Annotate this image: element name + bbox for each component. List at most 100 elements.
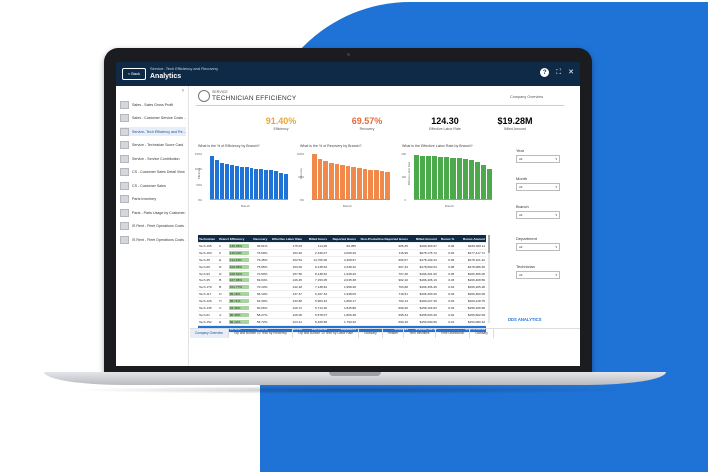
table-cell: 690,16 (398, 319, 408, 324)
table-cell: $155,602.09 (467, 312, 486, 317)
chart-bar[interactable] (420, 155, 426, 199)
sidebar-item[interactable]: Parts Inventory (120, 195, 186, 204)
sidebar-item[interactable]: Sales - Sales Gross Profit (120, 100, 186, 109)
expand-icon[interactable]: ⛶ (556, 69, 562, 76)
report-tab[interactable]: Glossary (470, 329, 494, 338)
report-tab[interactable]: Header (383, 329, 405, 338)
sidebar-item[interactable]: IS Rent - Fleet Operations Costs ... (120, 235, 186, 244)
chart-bar[interactable] (264, 169, 269, 199)
sidebar-item[interactable]: IS Rent - Fleet Operations Costs ... (120, 222, 186, 231)
table-row[interactable]: Tech 179 B 101.77% 70.10% 142.18 7,138.62 1,95… (198, 284, 486, 292)
chart-bar[interactable] (345, 165, 351, 199)
chart-bar[interactable] (432, 156, 438, 199)
chart-bar[interactable] (328, 163, 334, 199)
kpi-value: 124.30 (431, 116, 459, 126)
brand-link[interactable]: DDS ANALYTICS (508, 317, 542, 322)
chart-bar[interactable] (468, 159, 474, 199)
chart-bar[interactable] (368, 169, 374, 199)
table-row[interactable]: Tech 66 R 109.95% 75.95% 163.00 8,138.52 2,348… (198, 264, 486, 271)
table-cell: $166,366.06 (467, 271, 486, 276)
y-tick-label: 100% (194, 167, 202, 172)
month-select[interactable]: All (516, 183, 560, 191)
sidebar-item[interactable]: Service - Technician Score Card (120, 141, 186, 150)
kpi-label: Efficiency (273, 127, 289, 131)
report-tab[interactable]: Glossary (359, 329, 383, 338)
sidebar-item[interactable]: Service- Tech Efficiency and Re... (120, 127, 186, 136)
table-row[interactable]: Tech 135 C 93.36% 60.06% 129.72 5,713.20 1,845… (198, 305, 486, 312)
chart-bar[interactable] (224, 164, 229, 199)
department-select[interactable]: All (516, 243, 560, 251)
chart-bar[interactable] (480, 164, 486, 199)
chart-bar[interactable] (362, 168, 368, 199)
chart-bar[interactable] (357, 167, 362, 199)
chart-bar[interactable] (239, 166, 244, 199)
table-row[interactable]: Tech 61 A 90.40% 58.27% 126.06 5,578.07 1,806.… (198, 312, 486, 319)
chart-bar[interactable] (279, 172, 284, 199)
chart-bar[interactable] (414, 155, 420, 199)
technician-select[interactable]: All (516, 271, 560, 279)
table-row[interactable]: Tech 117 D 99.16% 65.10% 137.47 6,107.34 1,948… (198, 291, 486, 299)
help-icon[interactable]: ? (540, 68, 550, 77)
table-row[interactable]: Tech 126 H 95.71% 62.30% 133.80 5,903.42 1,860… (198, 298, 486, 306)
chart-bar[interactable] (438, 156, 444, 199)
collapse-chevron-icon[interactable]: ‹ (182, 88, 184, 94)
chart-title-labor-rate: What is the Effective Labor Rate by Bran… (402, 144, 473, 148)
sidebar-item[interactable]: CS - Customer Sales Detail View (120, 168, 186, 177)
year-select[interactable]: All (516, 155, 560, 163)
report-tab[interactable]: Top and Bottom 10 Tech by Labor Rate (293, 329, 360, 338)
chart-bar[interactable] (450, 157, 456, 199)
report-tab[interactable]: Company Overview (190, 329, 229, 338)
filter-department: Department All (516, 236, 560, 251)
filter-technician: Technician All (516, 264, 560, 279)
back-button[interactable]: < Back (122, 68, 146, 80)
sidebar-item-label: IS Rent - Fleet Operations Costs ... (132, 224, 186, 228)
close-icon[interactable]: ✕ (568, 69, 574, 76)
table-row[interactable]: Tech 45 B 107.96% 69.04% 146.45 7,153.05 2,045… (198, 277, 486, 285)
chart-bar[interactable] (486, 169, 493, 199)
chart-bar[interactable] (249, 168, 254, 199)
chart-bar[interactable] (210, 156, 214, 199)
table-row[interactable]: Tech 163 F 116.01% 76.50% 153.46 2,330,07 2,00… (198, 250, 486, 257)
chart-bar[interactable] (229, 165, 234, 199)
table-row[interactable]: Tech 165 F 130.05% 99.61% 175.03 114,05 69,055… (198, 243, 486, 250)
chart-bar[interactable] (317, 158, 323, 199)
sidebar-item[interactable]: CS - Customer Sales (120, 181, 186, 190)
report-tab[interactable]: Top and Bottom 10 Tech by Efficiency (229, 329, 293, 338)
chart-bar[interactable] (312, 153, 317, 199)
table-row[interactable]: Tech 35 E 114.44% 79.45% 162.54 14,705.06 2,30… (198, 257, 486, 264)
chart-bar[interactable] (426, 156, 432, 199)
chart-bar[interactable] (379, 171, 385, 199)
table-cell: 86.12% (228, 319, 250, 324)
chart-bar[interactable] (274, 171, 279, 199)
report-tab[interactable]: Time Distribution (436, 329, 471, 338)
chart-bar[interactable] (259, 169, 264, 199)
sidebar-item[interactable]: Service - Service Contribution (120, 154, 186, 163)
chart-bar[interactable] (214, 159, 219, 199)
sidebar-item[interactable]: Sales - Customer Service Costs ... (120, 114, 186, 123)
company-overview-link[interactable]: Company Overview (510, 95, 544, 99)
chart-bar[interactable] (340, 164, 345, 199)
branch-select[interactable]: All (516, 211, 560, 219)
chart-bar[interactable] (374, 170, 379, 199)
chart-bar[interactable] (219, 162, 224, 199)
table-cell: 1,860.17 (343, 299, 356, 304)
chart-bar[interactable] (444, 157, 450, 199)
table-row[interactable]: Tech 152 E 86.12% 56.72% 123.41 5,409.58 1,790… (198, 319, 486, 326)
chart-bar[interactable] (254, 168, 259, 199)
chart-bar[interactable] (474, 162, 480, 199)
chart-bar[interactable] (269, 170, 274, 199)
chart-bar[interactable] (462, 158, 468, 199)
chart-bar[interactable] (234, 165, 239, 199)
table-row[interactable]: Tech 93 R 108.52% 70.50% 157.60 8,138.62 1,948… (198, 271, 486, 278)
chart-bar[interactable] (351, 166, 357, 199)
chart-bar[interactable] (284, 174, 288, 199)
table-scrollbar[interactable] (488, 235, 490, 323)
scrollbar-thumb[interactable] (488, 235, 490, 253)
chart-bar[interactable] (334, 164, 340, 199)
chart-bar[interactable] (385, 172, 390, 199)
chart-bar[interactable] (456, 158, 462, 199)
sidebar-item[interactable]: Parts - Parts Usage by Customer... (120, 208, 186, 217)
chart-bar[interactable] (323, 161, 328, 199)
report-tab[interactable]: Tech Identities (404, 329, 436, 338)
chart-bar[interactable] (244, 167, 249, 199)
